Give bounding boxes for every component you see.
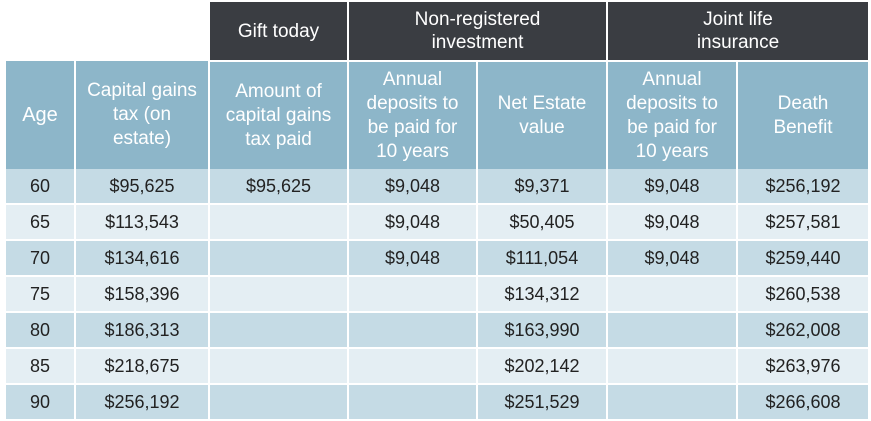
cell-nonreg-deposits: $9,048 [348, 169, 478, 205]
cell-capital-gains-tax: $186,313 [75, 312, 210, 349]
cell-capital-gains-tax: $113,543 [75, 204, 210, 241]
column-header-age: Age [6, 61, 76, 169]
column-header-capital-gains-tax: Capital gains tax (on estate) [75, 61, 210, 169]
cell-net-estate: $134,312 [477, 276, 609, 313]
table-row: 65 $113,543 $9,048 $50,405 $9,048 $257,5… [6, 204, 869, 241]
cell-age: 85 [6, 348, 76, 385]
table-row: 75 $158,396 $134,312 $260,538 [6, 276, 869, 313]
table-row: 80 $186,313 $163,990 $262,008 [6, 312, 869, 349]
cell-joint-deposits [607, 348, 739, 385]
cell-death-benefit: $266,608 [737, 384, 869, 419]
cell-age: 65 [6, 204, 76, 241]
estate-comparison-table: Gift today Non-registered investment Joi… [6, 2, 869, 419]
cell-net-estate: $202,142 [477, 348, 609, 385]
cell-death-benefit: $260,538 [737, 276, 869, 313]
cell-death-benefit: $256,192 [737, 169, 869, 205]
cell-amount-paid [209, 240, 349, 277]
cell-joint-deposits [607, 384, 739, 419]
group-header-joint-life: Joint life insurance [607, 2, 869, 62]
column-header-nonreg-deposits: Annual deposits to be paid for 10 years [348, 61, 478, 169]
cell-nonreg-deposits: $9,048 [348, 204, 478, 241]
cell-death-benefit: $262,008 [737, 312, 869, 349]
table-row: 90 $256,192 $251,529 $266,608 [6, 384, 869, 419]
column-header-death-benefit: Death Benefit [737, 61, 869, 169]
cell-amount-paid [209, 384, 349, 419]
cell-age: 60 [6, 169, 76, 205]
cell-age: 75 [6, 276, 76, 313]
table-row: 70 $134,616 $9,048 $111,054 $9,048 $259,… [6, 240, 869, 277]
cell-nonreg-deposits [348, 384, 478, 419]
cell-net-estate: $163,990 [477, 312, 609, 349]
cell-amount-paid [209, 348, 349, 385]
cell-amount-paid [209, 312, 349, 349]
cell-joint-deposits: $9,048 [607, 169, 739, 205]
cell-joint-deposits [607, 312, 739, 349]
column-header-amount-paid: Amount of capital gains tax paid [209, 61, 349, 169]
group-header-nonregistered: Non-registered investment [348, 2, 609, 62]
table-row: 85 $218,675 $202,142 $263,976 [6, 348, 869, 385]
cell-death-benefit: $259,440 [737, 240, 869, 277]
cell-nonreg-deposits [348, 312, 478, 349]
cell-age: 90 [6, 384, 76, 419]
cell-nonreg-deposits: $9,048 [348, 240, 478, 277]
table-row: 60 $95,625 $95,625 $9,048 $9,371 $9,048 … [6, 169, 869, 205]
cell-death-benefit: $257,581 [737, 204, 869, 241]
cell-net-estate: $9,371 [477, 169, 609, 205]
cell-nonreg-deposits [348, 348, 478, 385]
cell-capital-gains-tax: $218,675 [75, 348, 210, 385]
column-header-net-estate: Net Estate value [477, 61, 609, 169]
cell-amount-paid: $95,625 [209, 169, 349, 205]
cell-amount-paid [209, 204, 349, 241]
group-header-row: Gift today Non-registered investment Joi… [6, 2, 869, 62]
cell-joint-deposits: $9,048 [607, 240, 739, 277]
group-header-gift: Gift today [209, 2, 349, 62]
cell-age: 70 [6, 240, 76, 277]
column-header-row: Age Capital gains tax (on estate) Amount… [6, 61, 869, 169]
cell-capital-gains-tax: $158,396 [75, 276, 210, 313]
cell-joint-deposits [607, 276, 739, 313]
cell-joint-deposits: $9,048 [607, 204, 739, 241]
group-header-blank [6, 2, 210, 61]
cell-age: 80 [6, 312, 76, 349]
cell-amount-paid [209, 276, 349, 313]
cell-death-benefit: $263,976 [737, 348, 869, 385]
cell-capital-gains-tax: $256,192 [75, 384, 210, 419]
cell-net-estate: $251,529 [477, 384, 609, 419]
cell-net-estate: $111,054 [477, 240, 609, 277]
cell-nonreg-deposits [348, 276, 478, 313]
column-header-joint-deposits: Annual deposits to be paid for 10 years [607, 61, 739, 169]
cell-capital-gains-tax: $134,616 [75, 240, 210, 277]
cell-net-estate: $50,405 [477, 204, 609, 241]
cell-capital-gains-tax: $95,625 [75, 169, 210, 205]
